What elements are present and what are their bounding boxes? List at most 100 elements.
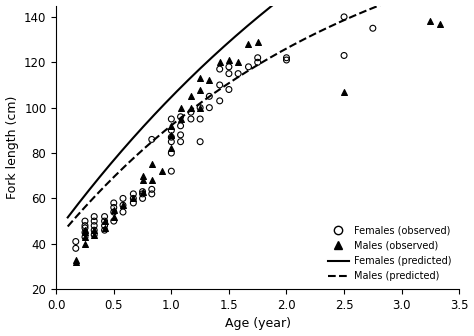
Point: [110, 214, 118, 219]
Point: [101, 214, 109, 219]
Point: [81, 218, 89, 224]
Point: [110, 209, 118, 215]
Point: [177, 132, 184, 137]
Point: [187, 105, 195, 110]
Point: [167, 128, 175, 133]
Point: [167, 139, 175, 144]
Point: [225, 71, 233, 76]
Point: [101, 218, 109, 224]
Point: [139, 196, 146, 201]
Point: [196, 139, 204, 144]
Point: [167, 146, 175, 151]
Point: [187, 110, 195, 115]
Point: [91, 223, 98, 228]
Point: [101, 227, 109, 233]
Point: [119, 209, 127, 215]
Point: [81, 234, 89, 240]
Point: [101, 225, 109, 230]
Point: [340, 53, 348, 58]
Point: [206, 105, 213, 110]
Point: [129, 196, 137, 201]
Point: [245, 64, 252, 70]
Point: [254, 55, 262, 60]
Point: [91, 232, 98, 238]
Point: [245, 41, 252, 47]
Point: [148, 162, 155, 167]
Point: [129, 196, 137, 201]
Point: [81, 241, 89, 247]
Point: [187, 116, 195, 122]
Point: [139, 173, 146, 178]
Point: [148, 137, 155, 142]
Point: [91, 218, 98, 224]
Point: [91, 214, 98, 219]
Point: [196, 87, 204, 92]
Point: [158, 168, 166, 174]
Point: [110, 207, 118, 212]
Point: [101, 223, 109, 228]
Point: [81, 223, 89, 228]
Point: [283, 57, 290, 63]
Point: [167, 134, 175, 140]
Point: [148, 186, 155, 192]
Point: [340, 14, 348, 19]
Point: [91, 232, 98, 238]
Point: [81, 234, 89, 240]
Point: [81, 227, 89, 233]
Point: [119, 203, 127, 208]
Point: [187, 94, 195, 99]
Point: [72, 246, 80, 251]
Point: [196, 105, 204, 110]
Point: [101, 218, 109, 224]
Point: [139, 189, 146, 194]
Point: [110, 218, 118, 224]
Point: [254, 59, 262, 65]
Point: [167, 116, 175, 122]
Point: [129, 200, 137, 206]
Point: [81, 225, 89, 230]
Point: [91, 227, 98, 233]
Point: [119, 196, 127, 201]
Point: [216, 67, 224, 72]
Point: [72, 259, 80, 265]
Point: [196, 105, 204, 110]
Point: [196, 76, 204, 81]
Point: [283, 55, 290, 60]
Point: [110, 205, 118, 210]
Point: [177, 114, 184, 119]
Point: [139, 191, 146, 197]
Point: [436, 21, 443, 27]
Point: [167, 123, 175, 128]
Point: [139, 189, 146, 194]
Point: [177, 105, 184, 110]
Point: [225, 64, 233, 70]
Point: [234, 59, 242, 65]
Point: [119, 203, 127, 208]
Point: [427, 19, 434, 24]
Point: [206, 94, 213, 99]
Point: [81, 230, 89, 235]
Point: [206, 78, 213, 83]
Point: [177, 123, 184, 128]
Point: [148, 177, 155, 183]
Point: [129, 191, 137, 197]
Point: [91, 227, 98, 233]
Point: [167, 168, 175, 174]
Point: [148, 191, 155, 197]
Point: [177, 116, 184, 122]
Point: [369, 26, 377, 31]
Point: [216, 59, 224, 65]
Point: [167, 132, 175, 137]
Point: [72, 257, 80, 262]
Point: [225, 57, 233, 63]
Point: [196, 116, 204, 122]
Point: [254, 39, 262, 45]
Point: [167, 150, 175, 156]
Point: [216, 82, 224, 88]
X-axis label: Age (year): Age (year): [225, 318, 291, 330]
Point: [81, 230, 89, 235]
Point: [216, 98, 224, 103]
Point: [110, 200, 118, 206]
Point: [225, 87, 233, 92]
Y-axis label: Fork length (cm): Fork length (cm): [6, 96, 18, 199]
